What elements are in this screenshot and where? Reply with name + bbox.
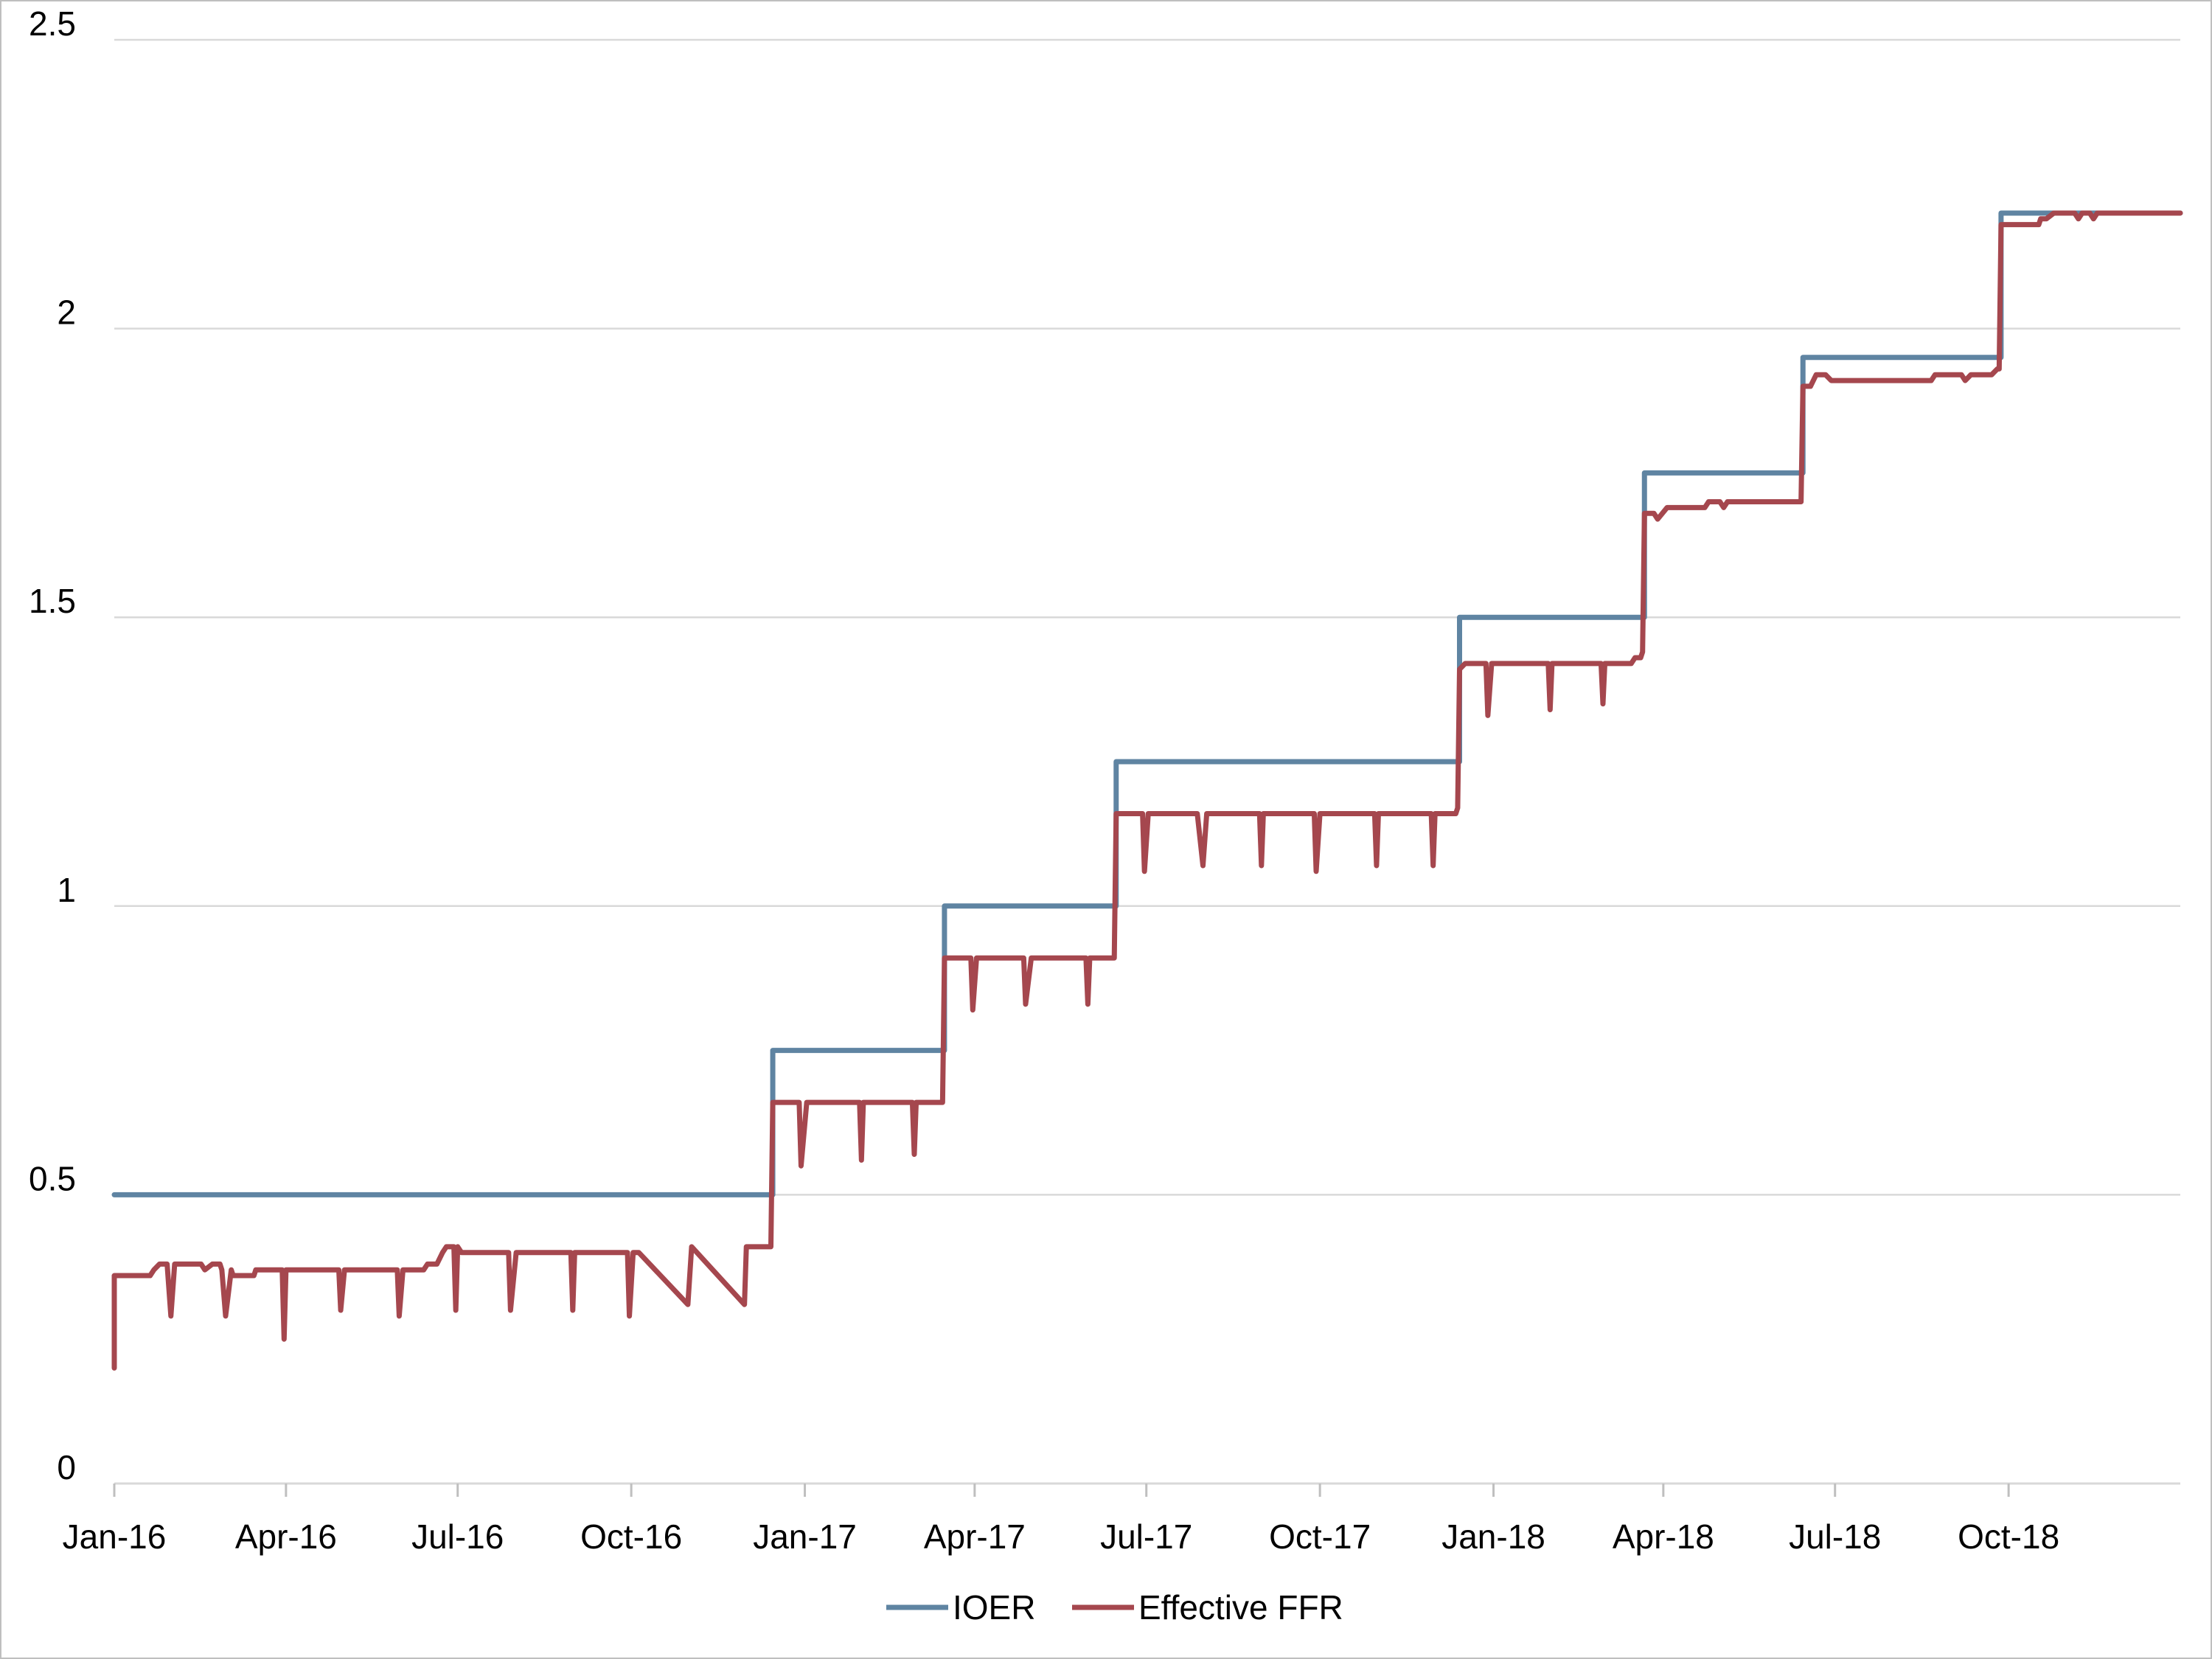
x-tick-label: Apr-18 bbox=[1613, 1517, 1714, 1556]
x-tick-label: Oct-16 bbox=[580, 1517, 682, 1556]
x-tick-label: Jan-18 bbox=[1441, 1517, 1545, 1556]
x-tick-label: Jul-16 bbox=[411, 1517, 504, 1556]
legend-label: IOER bbox=[953, 1588, 1035, 1627]
x-tick-label: Apr-17 bbox=[924, 1517, 1026, 1556]
x-tick-label: Apr-16 bbox=[235, 1517, 337, 1556]
y-tick-label: 2.5 bbox=[29, 4, 76, 43]
legend-item-ioer: IOER bbox=[886, 1588, 1035, 1627]
legend-label: Effective FFR bbox=[1138, 1588, 1343, 1627]
x-axis: Jan-16 Apr-16 Jul-16 Oct-16 Jan-17 Apr-17 Jul-… bbox=[63, 1482, 2180, 1556]
legend-item-effective-ffr: Effective FFR bbox=[1072, 1588, 1343, 1627]
x-tick-label: Jan-17 bbox=[753, 1517, 857, 1556]
x-tick-label: Oct-17 bbox=[1269, 1517, 1371, 1556]
y-tick-label: 1 bbox=[57, 871, 76, 909]
x-tick-label: Jul-18 bbox=[1789, 1517, 1881, 1556]
plot-area bbox=[111, 210, 2183, 1371]
x-tick-label: Jul-17 bbox=[1100, 1517, 1192, 1556]
gridlines bbox=[114, 38, 2180, 1196]
legend: IOER Effective FFR bbox=[886, 1588, 1343, 1627]
y-axis: 0 0.5 1 1.5 2 2.5 bbox=[29, 4, 76, 1486]
y-tick-label: 0.5 bbox=[29, 1159, 76, 1197]
y-tick-label: 2 bbox=[57, 293, 76, 332]
x-tick-label: Jan-16 bbox=[63, 1517, 167, 1556]
x-tick-label: Oct-18 bbox=[1958, 1517, 2059, 1556]
y-tick-label: 1.5 bbox=[29, 582, 76, 620]
y-tick-label: 0 bbox=[57, 1448, 76, 1486]
series-line-ioer bbox=[111, 210, 2183, 1197]
series-line-effective-ffr bbox=[111, 210, 2183, 1371]
